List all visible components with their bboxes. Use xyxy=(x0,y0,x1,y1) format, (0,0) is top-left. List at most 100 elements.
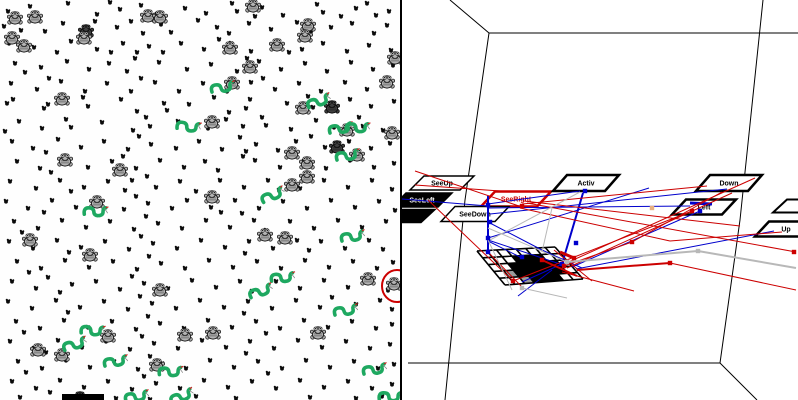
node-unlabeled xyxy=(770,198,798,214)
bug-agent xyxy=(134,108,140,114)
bug-agent xyxy=(234,8,240,14)
bug-agent xyxy=(239,210,245,216)
bug-agent xyxy=(245,298,251,304)
grid-line xyxy=(505,248,535,284)
bug-agent xyxy=(349,20,355,26)
node-plate xyxy=(693,173,765,193)
frog-agent xyxy=(383,126,400,140)
bug-agent xyxy=(359,224,365,230)
bug-agent xyxy=(328,197,334,203)
frog-agent xyxy=(29,343,47,357)
bug-agent xyxy=(306,247,312,253)
link-weight-marker xyxy=(485,235,491,241)
link-weight-marker xyxy=(485,202,491,208)
bug-agent xyxy=(318,88,324,94)
box-edge xyxy=(719,0,764,364)
grid-cell-filled xyxy=(532,268,549,276)
bug-agent xyxy=(153,380,159,386)
node-seeup: SeeUp xyxy=(408,175,476,191)
bug-agent xyxy=(110,258,116,264)
frog-agent xyxy=(203,115,221,129)
bug-agent xyxy=(157,157,163,163)
bug-agent xyxy=(198,237,204,243)
snake-agent xyxy=(209,78,235,94)
bug-agent xyxy=(156,59,162,65)
panel-divider xyxy=(400,0,402,400)
network-edge xyxy=(669,262,797,291)
node-label: Up xyxy=(781,227,790,234)
bug-agent xyxy=(321,277,327,283)
bug-agent xyxy=(371,30,377,36)
network-edge xyxy=(541,207,553,253)
box-wireframe xyxy=(408,0,798,400)
bug-agent xyxy=(13,318,19,324)
bug-agent xyxy=(326,264,332,270)
bug-agent xyxy=(33,185,39,191)
node-plate xyxy=(752,220,798,238)
bug-agent xyxy=(232,197,238,203)
bug-agent xyxy=(233,395,239,400)
link-weight-marker xyxy=(519,203,525,209)
bug-agent xyxy=(218,209,224,215)
network-edge xyxy=(575,230,775,270)
bug-agent xyxy=(221,304,227,310)
bug-agent xyxy=(82,88,88,94)
box-edge xyxy=(444,32,490,400)
frog-agent xyxy=(53,92,71,106)
bug-agent xyxy=(225,384,231,390)
snake-agent xyxy=(167,385,196,400)
bug-agent xyxy=(151,340,157,346)
bug-agent xyxy=(86,66,92,72)
bug-agent xyxy=(174,245,180,251)
bug-agent xyxy=(93,278,99,284)
world-view-panel[interactable] xyxy=(0,0,400,400)
bug-agent xyxy=(9,378,15,384)
bug-agent xyxy=(347,96,353,102)
bug-agent xyxy=(155,220,161,226)
bug-agent xyxy=(206,257,212,263)
bug-agent xyxy=(195,17,201,23)
bug-agent xyxy=(164,107,170,113)
bug-agent xyxy=(214,24,220,30)
network-edge xyxy=(566,250,699,263)
bug-agent xyxy=(61,317,67,323)
network-edge xyxy=(697,250,797,269)
bug-agent xyxy=(345,184,351,190)
brain-3d-panel[interactable]: SeeUpSeeLeftSeeRightSeeDownActivDownLeft… xyxy=(402,0,798,400)
frog-agent xyxy=(299,18,317,32)
bug-agent xyxy=(125,146,131,152)
snakes-layer xyxy=(60,78,400,400)
bug-agent xyxy=(38,64,44,70)
link-weight-marker xyxy=(573,240,579,246)
link-weight-marker xyxy=(571,255,577,261)
bug-agent xyxy=(66,249,72,255)
bug-agent xyxy=(25,205,31,211)
bug-agent xyxy=(184,66,190,72)
bug-agent xyxy=(240,153,246,159)
snake-agent xyxy=(361,360,387,376)
bug-agent xyxy=(14,258,20,264)
bug-agent xyxy=(63,116,69,122)
bug-agent xyxy=(252,13,258,19)
bug-agent xyxy=(5,298,11,304)
highlight-circle xyxy=(381,269,400,303)
bug-agent xyxy=(141,373,147,379)
bug-agent xyxy=(45,274,51,280)
frog-agent xyxy=(256,228,274,242)
node-label: Activ xyxy=(577,181,594,188)
bug-agent xyxy=(87,364,93,370)
network-edge xyxy=(489,191,581,241)
snake-agent xyxy=(174,115,203,136)
frog-agent xyxy=(244,0,262,13)
frog-agent xyxy=(26,10,44,24)
bug-agent xyxy=(234,68,240,74)
bug-agent xyxy=(301,317,307,323)
bug-agent xyxy=(338,13,344,19)
bug-agent xyxy=(377,297,383,303)
bug-agent xyxy=(380,246,386,252)
frog-agent xyxy=(204,326,222,340)
bug-agent xyxy=(186,101,192,107)
bug-agent xyxy=(182,5,188,11)
bug-agent xyxy=(175,345,181,351)
bug-agent xyxy=(33,285,39,291)
